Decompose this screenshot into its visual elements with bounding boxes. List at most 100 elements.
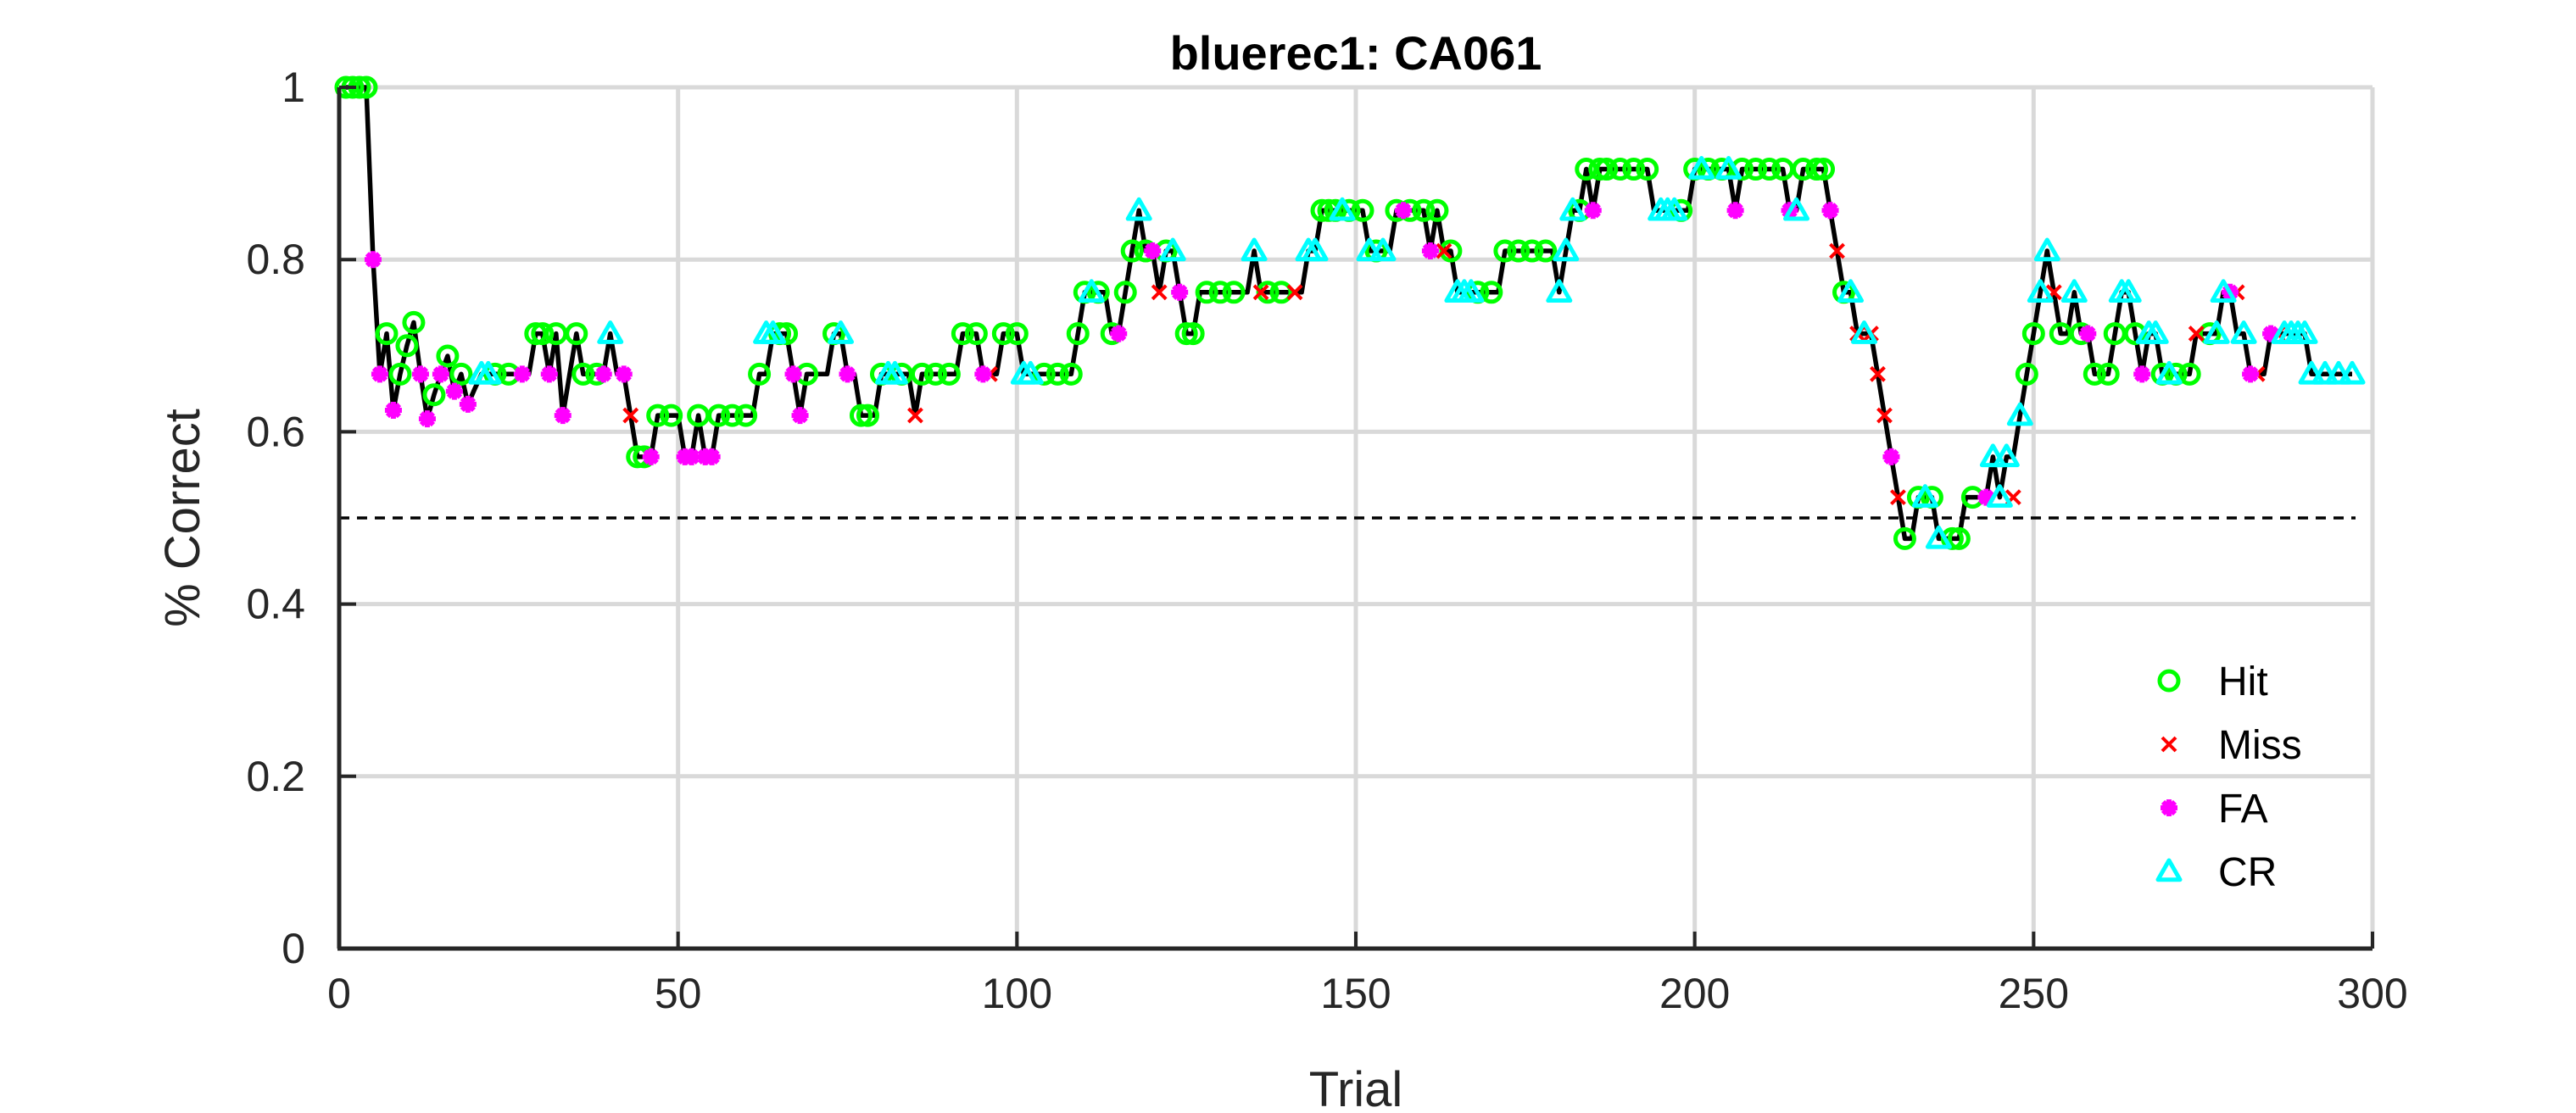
hit-marker-61 bbox=[1310, 198, 1334, 222]
cr-marker-55 bbox=[2311, 360, 2339, 385]
hit-marker-76 bbox=[1520, 239, 1544, 263]
hit-marker-21 bbox=[646, 403, 670, 427]
fa-marker-8 bbox=[513, 365, 531, 383]
cr-marker-31 bbox=[1837, 279, 1865, 303]
cr-marker-15 bbox=[1302, 237, 1329, 262]
fa-marker-28 bbox=[1726, 202, 1744, 220]
hit-marker-60 bbox=[1269, 281, 1293, 304]
fa-marker-22 bbox=[1110, 325, 1128, 342]
hit-marker-108 bbox=[2096, 362, 2120, 386]
legend-marker-fa bbox=[2161, 799, 2177, 816]
fa-marker-32 bbox=[1977, 488, 1995, 506]
fa-marker-1 bbox=[371, 365, 388, 383]
cr-marker-53 bbox=[2291, 320, 2318, 344]
x-axis-label: Trial bbox=[1309, 1062, 1403, 1113]
cr-marker-34 bbox=[1925, 525, 1952, 549]
cr-marker-56 bbox=[2325, 360, 2352, 385]
hit-marker-37 bbox=[923, 362, 947, 386]
fa-marker-30 bbox=[1821, 202, 1839, 220]
hit-marker-42 bbox=[1005, 322, 1029, 346]
fa-marker-36 bbox=[2242, 365, 2260, 383]
hit-marker-16 bbox=[565, 322, 588, 346]
x-tick-label-5: 250 bbox=[1999, 970, 2069, 1017]
miss-marker-3 bbox=[1151, 284, 1168, 301]
miss-marker-6 bbox=[1436, 242, 1452, 259]
fa-marker-37 bbox=[2262, 325, 2280, 342]
hit-marker-58 bbox=[1222, 281, 1246, 304]
hit-marker-83 bbox=[1622, 158, 1646, 181]
hit-marker-55 bbox=[1181, 322, 1205, 346]
cr-marker-47 bbox=[2203, 320, 2230, 344]
miss-marker-15 bbox=[2188, 326, 2205, 342]
fa-marker-25 bbox=[1394, 202, 1412, 220]
cr-marker-37 bbox=[1993, 443, 2020, 468]
hit-marker-27 bbox=[748, 362, 772, 386]
fa-marker-17 bbox=[703, 448, 721, 465]
hit-marker-74 bbox=[1493, 239, 1517, 263]
cr-marker-32 bbox=[1851, 320, 1877, 344]
legend-entry-hit: Hit bbox=[2157, 659, 2268, 704]
hit-marker-113 bbox=[2177, 362, 2201, 386]
hit-marker-73 bbox=[1480, 281, 1503, 304]
hit-marker-33 bbox=[856, 403, 879, 427]
y-tick-label-5: 1 bbox=[282, 64, 305, 111]
cr-marker-11 bbox=[1125, 197, 1152, 221]
cr-marker-36 bbox=[1986, 484, 2013, 508]
cr-marker-5 bbox=[828, 320, 855, 344]
fa-marker-18 bbox=[784, 365, 802, 383]
cr-marker-54 bbox=[2298, 360, 2325, 385]
hit-marker-107 bbox=[2083, 362, 2106, 386]
miss-marker-7 bbox=[1829, 242, 1845, 259]
hit-marker-56 bbox=[1195, 281, 1218, 304]
cr-marker-22 bbox=[1546, 279, 1573, 303]
hit-marker-3 bbox=[354, 75, 378, 99]
hit-marker-10 bbox=[449, 362, 473, 386]
legend-marker-miss bbox=[2161, 736, 2177, 753]
cr-marker-23 bbox=[1553, 237, 1580, 262]
fa-marker-7 bbox=[459, 395, 477, 413]
fa-marker-0 bbox=[364, 251, 382, 269]
hit-marker-101 bbox=[1947, 526, 1971, 550]
hit-marker-8 bbox=[422, 383, 446, 407]
fa-marker-21 bbox=[974, 365, 992, 383]
fa-marker-24 bbox=[1171, 283, 1189, 301]
cr-marker-35 bbox=[1979, 443, 2006, 468]
hit-marker-39 bbox=[951, 322, 974, 346]
hit-marker-91 bbox=[1758, 158, 1781, 181]
fa-marker-10 bbox=[554, 407, 572, 425]
series-fa bbox=[364, 202, 2280, 506]
hit-marker-36 bbox=[910, 362, 934, 386]
x-tick-label-2: 100 bbox=[982, 970, 1052, 1017]
cr-marker-28 bbox=[1688, 156, 1715, 180]
cr-marker-21 bbox=[1458, 279, 1485, 303]
fa-marker-12 bbox=[615, 365, 633, 383]
cr-marker-38 bbox=[2006, 402, 2033, 426]
hit-marker-90 bbox=[1744, 158, 1768, 181]
fa-marker-2 bbox=[384, 402, 402, 419]
hit-marker-81 bbox=[1595, 158, 1619, 181]
legend-entry-cr: CR bbox=[2155, 850, 2277, 895]
legend-marker-hit bbox=[2157, 669, 2181, 693]
cr-marker-57 bbox=[2339, 360, 2366, 385]
legend-entry-fa: FA bbox=[2161, 787, 2268, 832]
miss-marker-0 bbox=[622, 407, 639, 424]
legend-entry-miss: Miss bbox=[2161, 723, 2302, 768]
fa-marker-5 bbox=[432, 365, 449, 383]
fa-marker-33 bbox=[2079, 325, 2097, 342]
miss-marker-10 bbox=[1870, 365, 1886, 382]
miss-marker-4 bbox=[1252, 284, 1269, 301]
cr-marker-7 bbox=[881, 360, 908, 385]
cr-marker-45 bbox=[2142, 320, 2169, 344]
cr-marker-43 bbox=[2115, 279, 2142, 303]
legend-marker-cr bbox=[2155, 858, 2183, 882]
hit-marker-32 bbox=[849, 403, 873, 427]
hit-marker-46 bbox=[1066, 322, 1090, 346]
fa-marker-15 bbox=[683, 448, 700, 465]
fa-marker-26 bbox=[1421, 242, 1439, 260]
fa-marker-31 bbox=[1882, 448, 1900, 465]
cr-marker-12 bbox=[1159, 237, 1186, 262]
hit-marker-41 bbox=[991, 322, 1015, 346]
hit-marker-95 bbox=[1812, 158, 1836, 181]
